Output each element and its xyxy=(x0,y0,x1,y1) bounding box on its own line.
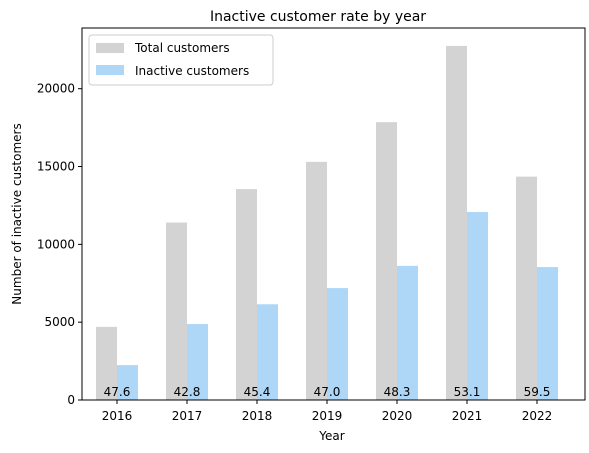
legend-swatch-inactive xyxy=(96,65,124,75)
bar-inactive-customers-2018 xyxy=(257,304,278,400)
y-axis-title: Number of inactive customers xyxy=(10,123,24,304)
x-tick-label-2022: 2022 xyxy=(522,409,553,423)
y-tick-label-20000: 20000 xyxy=(37,82,75,96)
bar-total-customers-2020 xyxy=(376,122,397,401)
bar-total-customers-2018 xyxy=(236,189,257,400)
data-label-2017: 42.8 xyxy=(174,385,201,399)
bar-inactive-customers-2021 xyxy=(467,211,488,400)
y-tick-label-0: 0 xyxy=(67,393,75,407)
bar-inactive-customers-2017 xyxy=(187,324,208,400)
y-axis: 0 5000 10000 15000 20000 xyxy=(37,82,82,407)
data-label-2021: 53.1 xyxy=(454,385,481,399)
bar-total-customers-2017 xyxy=(166,222,187,400)
data-label-2022: 59.5 xyxy=(524,385,551,399)
x-tick-label-2020: 2020 xyxy=(382,409,413,423)
bar-inactive-customers-2022 xyxy=(537,267,558,400)
legend: Total customers Inactive customers xyxy=(88,34,274,86)
legend-label-inactive: Inactive customers xyxy=(135,64,249,78)
legend-box xyxy=(88,34,274,86)
x-tick-label-2019: 2019 xyxy=(312,409,343,423)
chart-title: Inactive customer rate by year xyxy=(210,9,426,25)
y-tick-label-15000: 15000 xyxy=(37,160,75,174)
data-label-2016: 47.6 xyxy=(104,385,131,399)
x-tick-label-2018: 2018 xyxy=(242,409,273,423)
x-axis: 2016 2017 2018 2019 2020 2021 2022 xyxy=(102,400,553,423)
x-tick-label-2021: 2021 xyxy=(452,409,483,423)
bar-total-customers-2016 xyxy=(96,326,117,400)
bar-total-customers-2019 xyxy=(306,161,327,400)
bar-total-customers-2022 xyxy=(516,176,537,400)
data-label-2019: 47.0 xyxy=(314,385,341,399)
bar-total-customers-2021 xyxy=(446,45,467,400)
data-labels: 47.6 42.8 45.4 47.0 48.3 53.1 59.5 xyxy=(104,385,551,399)
x-tick-label-2017: 2017 xyxy=(172,409,203,423)
y-tick-label-5000: 5000 xyxy=(44,315,75,329)
legend-swatch-total xyxy=(96,43,124,53)
y-tick-label-10000: 10000 xyxy=(37,237,75,251)
plot-bars xyxy=(96,45,558,401)
x-axis-title: Year xyxy=(318,429,344,443)
data-label-2018: 45.4 xyxy=(244,385,271,399)
plot-frame xyxy=(81,27,586,401)
data-label-2020: 48.3 xyxy=(384,385,411,399)
bar-inactive-customers-2020 xyxy=(397,265,418,400)
bar-inactive-customers-2019 xyxy=(327,288,348,400)
legend-label-total: Total customers xyxy=(134,41,230,55)
x-tick-label-2016: 2016 xyxy=(102,409,133,423)
bar-inactive-customers-2016 xyxy=(117,365,138,400)
